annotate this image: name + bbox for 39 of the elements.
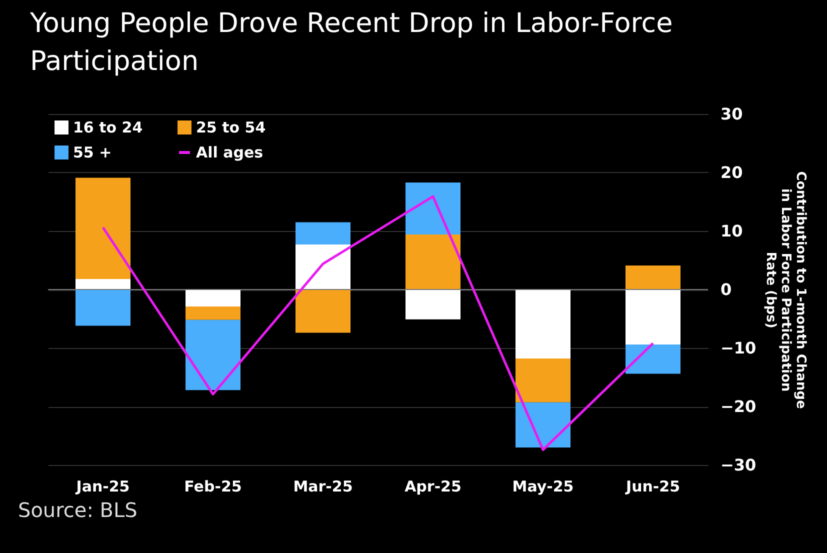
legend-label: All ages bbox=[196, 144, 264, 162]
x-tick-label: May-25 bbox=[512, 478, 574, 496]
bar bbox=[76, 278, 130, 290]
bar bbox=[296, 290, 350, 333]
bar bbox=[406, 182, 460, 235]
legend-label: 16 to 24 bbox=[73, 118, 143, 137]
bar bbox=[186, 306, 240, 320]
bar bbox=[626, 344, 680, 374]
bar bbox=[76, 290, 130, 326]
legend-label: 55 + bbox=[73, 144, 112, 162]
y-tick-label: 0 bbox=[720, 280, 732, 299]
x-tick-label: Mar-25 bbox=[293, 478, 353, 496]
bar bbox=[76, 178, 130, 279]
chart-title: Young People Drove Recent Drop in Labor-Force Participation bbox=[29, 8, 673, 77]
bar bbox=[516, 290, 570, 359]
x-tick-label: Feb-25 bbox=[184, 478, 242, 496]
bar bbox=[516, 358, 570, 402]
bar bbox=[516, 402, 570, 448]
bar bbox=[186, 290, 240, 306]
line-series bbox=[102, 195, 654, 452]
legend-label: 25 to 54 bbox=[196, 118, 266, 137]
source-note: Source: BLS bbox=[18, 498, 138, 522]
bar bbox=[626, 290, 680, 344]
y-tick-label: 30 bbox=[720, 104, 743, 124]
y-tick-label: 10 bbox=[720, 222, 743, 240]
x-tick-label: Apr-25 bbox=[404, 478, 462, 496]
y-tick-label: −30 bbox=[720, 456, 756, 474]
bar bbox=[296, 244, 350, 290]
y-tick-label: −20 bbox=[720, 397, 756, 416]
bar bbox=[626, 266, 680, 290]
y-tick-label: −10 bbox=[720, 338, 756, 358]
bar bbox=[406, 234, 460, 290]
y-tick-label: 20 bbox=[720, 163, 743, 182]
bar bbox=[406, 290, 460, 320]
x-tick-label: Jan-25 bbox=[75, 478, 130, 496]
y-axis-title: Contribution to 1-month Change in Labor Force Participation Rate (bps) bbox=[763, 171, 808, 409]
x-tick-label: Jun-25 bbox=[624, 478, 680, 496]
bar bbox=[186, 320, 240, 390]
bar bbox=[296, 222, 350, 244]
